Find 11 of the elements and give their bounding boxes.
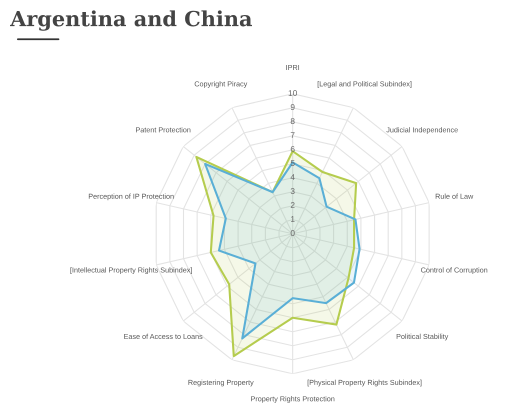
y-tick-label: 3 bbox=[290, 188, 295, 194]
chart-title: Argentina and China bbox=[10, 10, 252, 31]
y-tick-label: 1 bbox=[290, 216, 295, 222]
y-tick-label: 9 bbox=[290, 104, 295, 110]
y-tick-label: 8 bbox=[290, 118, 295, 124]
y-tick-label: 0 bbox=[290, 230, 295, 236]
y-tick-label: 10 bbox=[288, 90, 297, 96]
y-tick-label: 7 bbox=[290, 132, 295, 138]
y-tick-label: 4 bbox=[290, 174, 295, 180]
y-tick-label: 6 bbox=[290, 146, 295, 152]
y-tick-label: 2 bbox=[290, 202, 295, 208]
